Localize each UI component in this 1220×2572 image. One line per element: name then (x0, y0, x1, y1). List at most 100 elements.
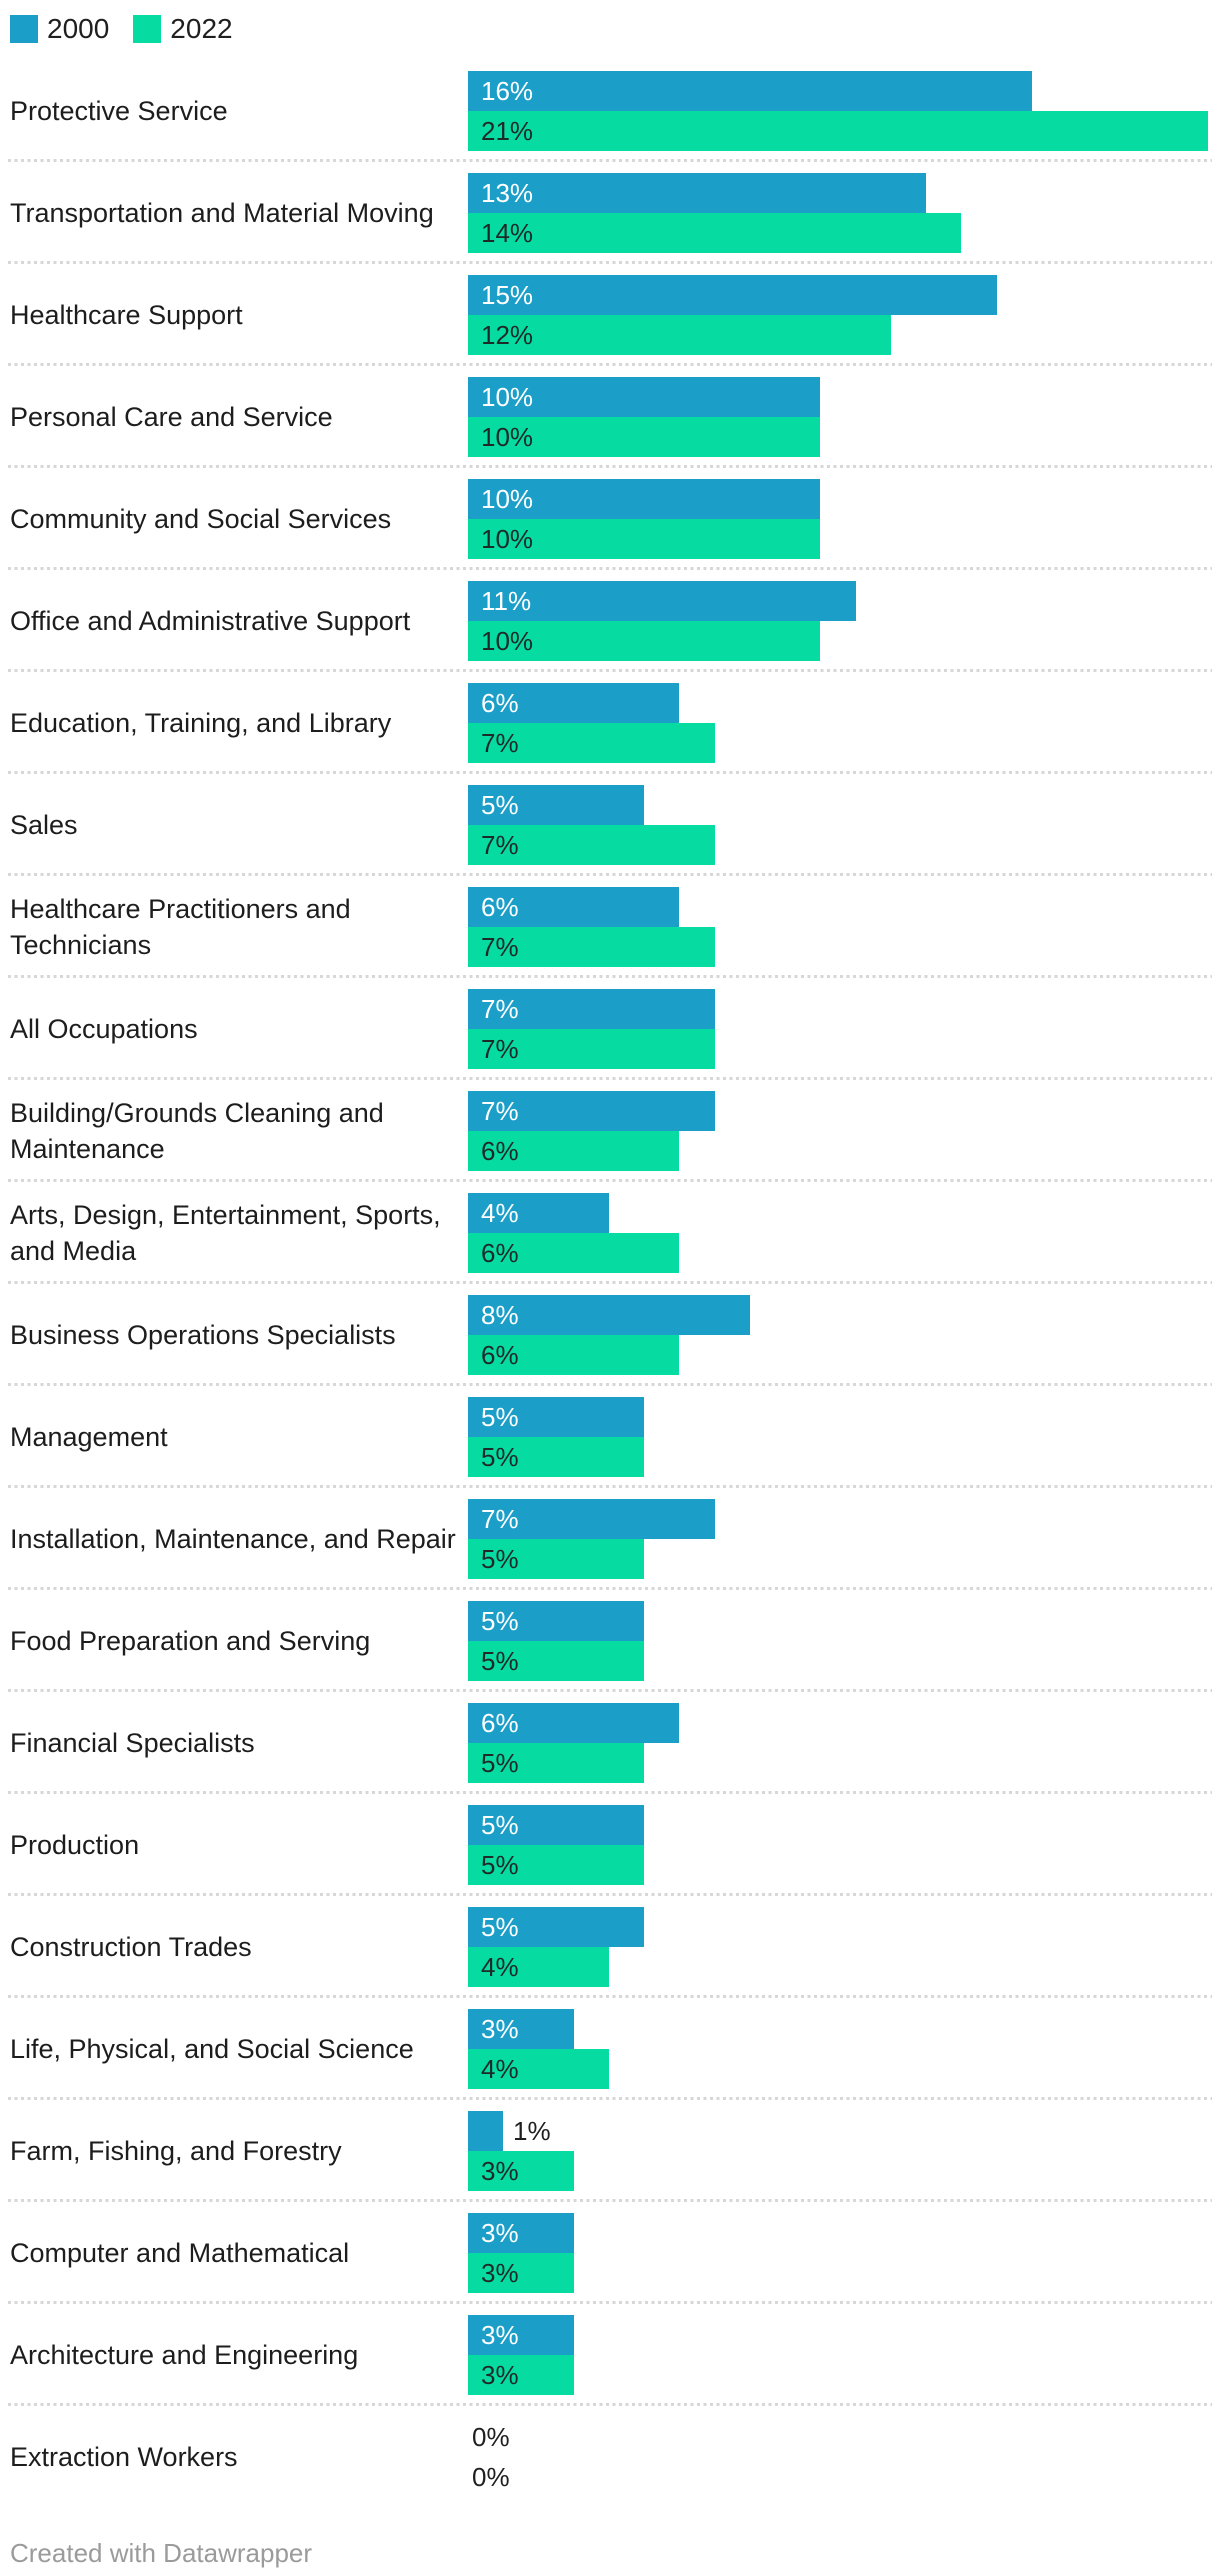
bar-2022 (468, 1335, 679, 1375)
bar-2000 (468, 989, 715, 1029)
bar-2000 (468, 1601, 644, 1641)
value-label-2000: 3% (481, 2014, 519, 2044)
value-label-2000: 5% (481, 790, 519, 820)
bar-2000 (468, 2009, 574, 2049)
value-label-2000: 3% (481, 2218, 519, 2248)
category-label: Healthcare Support (10, 299, 243, 330)
bar-2022 (468, 417, 820, 457)
chart-row: Construction Trades 5% 4% (0, 1896, 1220, 1998)
bar-2000 (468, 1907, 644, 1947)
value-label-2022: 10% (481, 422, 534, 452)
legend-label-2022: 2022 (170, 13, 233, 44)
legend-swatch-2022-icon (133, 15, 162, 43)
value-label-2000: 5% (481, 1606, 519, 1636)
datawrapper-credit: Created with Datawrapper (10, 2538, 313, 2568)
value-label-2022: 5% (481, 1748, 519, 1778)
bar-2022 (468, 1845, 644, 1885)
category-label: Healthcare Practitioners and Technicians (10, 893, 351, 960)
bar-2000 (468, 785, 644, 825)
value-label-2000: 13% (481, 178, 534, 208)
value-label-2022: 5% (481, 1850, 519, 1880)
bar-2000 (468, 275, 997, 315)
value-label-2022: 7% (481, 1034, 519, 1064)
category-label: Office and Administrative Support (10, 605, 411, 636)
legend-swatch-2000-icon (10, 15, 38, 43)
chart-row: Production 5% 5% (0, 1794, 1220, 1896)
bar-2022 (468, 2151, 574, 2191)
bar-2022 (468, 723, 715, 763)
bar-2000 (468, 1499, 715, 1539)
legend-label-2000: 2000 (47, 13, 110, 44)
value-label-2022: 3% (481, 2360, 519, 2390)
bar-2000 (468, 377, 820, 417)
category-label: Transportation and Material Moving (10, 197, 434, 228)
bar-2022 (468, 2355, 574, 2395)
bar-2000 (468, 1805, 644, 1845)
chart-row: Business Operations Specialists 8% 6% (0, 1284, 1220, 1386)
bar-2000 (468, 683, 679, 723)
chart-row: Food Preparation and Serving 5% 5% (0, 1590, 1220, 1692)
chart-body: Protective Service 16% 21% Transportation a… (0, 60, 1220, 2508)
category-label: Arts, Design, Entertainment, Sports, and… (10, 1199, 441, 1266)
bar-2022 (468, 1437, 644, 1477)
bar-2000 (468, 1295, 750, 1335)
bar-2000 (468, 2315, 574, 2355)
category-label: Food Preparation and Serving (10, 1625, 371, 1656)
bar-2000 (468, 2111, 503, 2151)
category-label: Education, Training, and Library (10, 707, 392, 738)
chart-row: Installation, Maintenance, and Repair 7% 5… (0, 1488, 1220, 1590)
value-label-2022: 4% (481, 2054, 519, 2084)
chart-row: Community and Social Services 10% 10% (0, 468, 1220, 570)
category-label: Life, Physical, and Social Science (10, 2033, 414, 2064)
value-label-2022: 5% (481, 1646, 519, 1676)
chart-row: Personal Care and Service 10% 10% (0, 366, 1220, 468)
chart-row: Management 5% 5% (0, 1386, 1220, 1488)
bar-2022 (468, 2049, 609, 2089)
value-label-2000: 10% (481, 382, 534, 412)
bar-2022 (468, 1743, 644, 1783)
value-label-2000: 3% (481, 2320, 519, 2350)
value-label-2000: 0% (472, 2422, 510, 2452)
value-label-2000: 1% (513, 2116, 551, 2146)
legend-item-2000: 2000 (10, 13, 109, 45)
bar-2022 (468, 111, 1208, 151)
chart-row: Farm, Fishing, and Forestry 1% 3% (0, 2100, 1220, 2202)
value-label-2022: 0% (472, 2462, 510, 2492)
chart-legend: 2000 2022 (0, 0, 1220, 44)
value-label-2000: 11% (481, 586, 532, 616)
category-label: Management (10, 1421, 168, 1452)
category-label: Installation, Maintenance, and Repair (10, 1523, 456, 1554)
bar-2022 (468, 315, 891, 355)
category-label: Computer and Mathematical (10, 2237, 350, 2268)
bar-2000 (468, 2213, 574, 2253)
chart-row: Protective Service 16% 21% (0, 60, 1220, 162)
category-label: Personal Care and Service (10, 401, 333, 432)
value-label-2022: 6% (481, 1238, 519, 1268)
category-label: Construction Trades (10, 1931, 252, 1962)
bar-2000 (468, 887, 679, 927)
value-label-2022: 12% (481, 320, 534, 350)
bar-2022 (468, 1233, 679, 1273)
bar-2000 (468, 1703, 679, 1743)
value-label-2022: 21% (481, 116, 534, 146)
bar-2000 (468, 71, 1032, 111)
value-label-2000: 7% (481, 1096, 519, 1126)
category-label: Farm, Fishing, and Forestry (10, 2135, 342, 2166)
chart-row: Healthcare Practitioners and Technicians… (0, 876, 1220, 978)
value-label-2022: 6% (481, 1340, 519, 1370)
value-label-2000: 8% (481, 1300, 519, 1330)
bar-2022 (468, 1131, 679, 1171)
value-label-2022: 3% (481, 2258, 519, 2288)
category-label: Building/Grounds Cleaning and Maintenanc… (10, 1097, 384, 1164)
value-label-2000: 4% (481, 1198, 519, 1228)
bar-2000 (468, 1397, 644, 1437)
value-label-2000: 6% (481, 688, 519, 718)
value-label-2000: 6% (481, 1708, 519, 1738)
value-label-2022: 7% (481, 728, 519, 758)
category-label: Architecture and Engineering (10, 2339, 359, 2370)
chart-row: Computer and Mathematical 3% 3% (0, 2202, 1220, 2304)
chart-row: Education, Training, and Library 6% 7% (0, 672, 1220, 774)
bar-2022 (468, 825, 715, 865)
bar-2000 (468, 1091, 715, 1131)
